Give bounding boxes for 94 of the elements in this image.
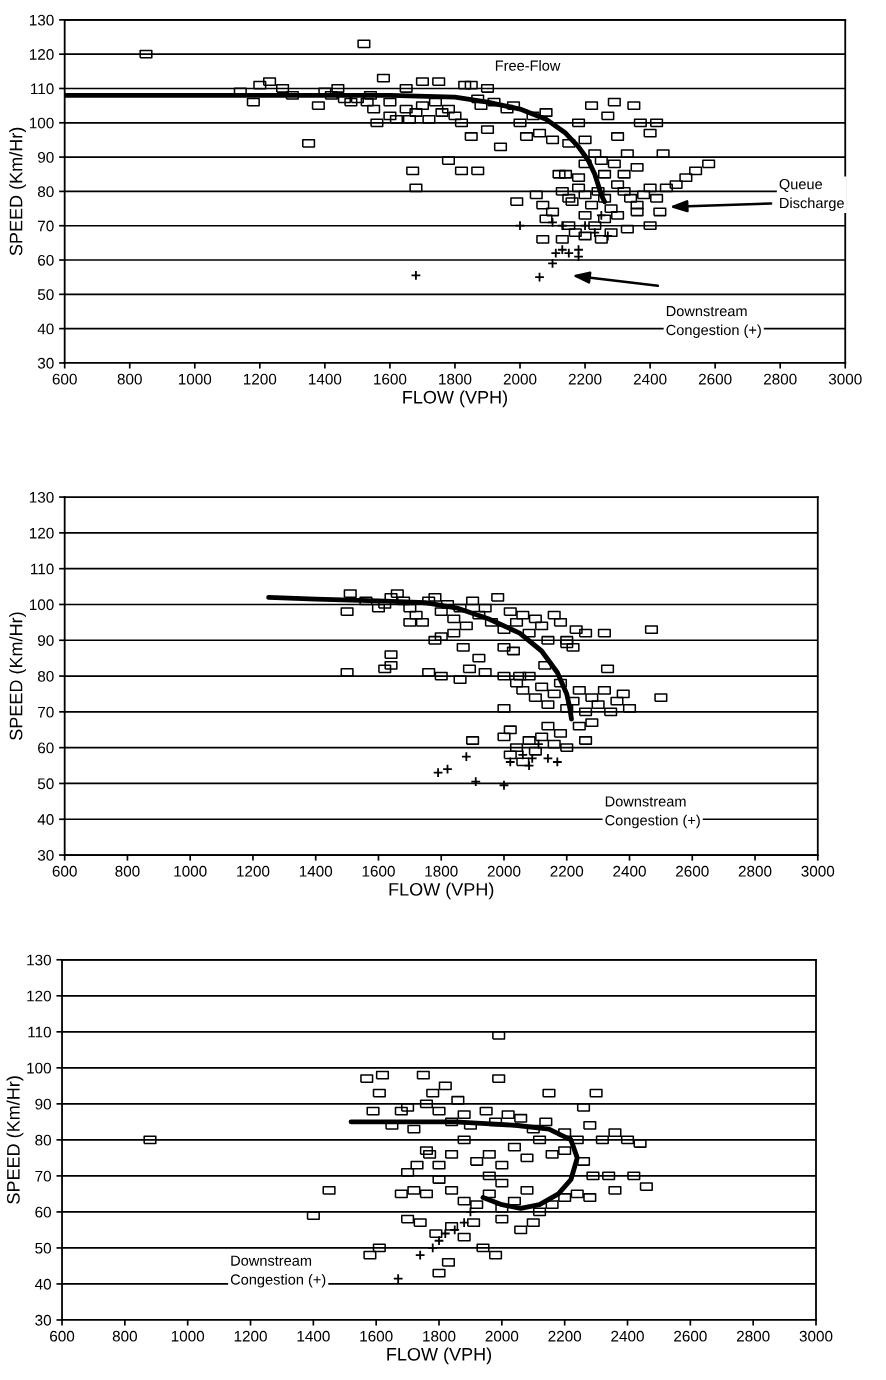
y-tick-label: 100 (29, 599, 54, 611)
point (517, 749, 529, 761)
y-tick-label: 90 (35, 1098, 52, 1110)
x-tick-label: 2600 (698, 373, 732, 385)
x-tick-label: 2800 (736, 1330, 770, 1342)
x-tick-label: 2600 (676, 865, 709, 877)
x-tick-label: 2000 (503, 373, 537, 385)
x-tick-label: 1400 (299, 865, 333, 877)
x-tick-label: 1200 (237, 865, 270, 877)
y-axis-title: SPEED (Km/Hr) (9, 612, 26, 740)
y-tick-label: 50 (37, 778, 54, 790)
x-tick-label: 3000 (801, 865, 835, 877)
y-tick-label: 40 (37, 323, 54, 335)
y-tick-label: 120 (29, 527, 54, 539)
x-tick-label: 800 (112, 1330, 137, 1342)
point (602, 230, 614, 242)
y-tick-label: 130 (29, 491, 54, 503)
y-tick-label: 60 (38, 254, 54, 266)
x-tick-label: 2200 (550, 865, 584, 877)
x-tick-label: 2000 (487, 865, 521, 877)
x-tick-label: 2400 (613, 865, 646, 877)
y-tick-label: 60 (35, 1206, 52, 1218)
point (504, 756, 516, 768)
x-tick-label: 3000 (828, 373, 862, 385)
y-tick-label: 50 (37, 289, 54, 301)
x-tick-label: 2200 (568, 373, 602, 385)
x-tick-label: 800 (117, 373, 142, 385)
x-tick-label: 1600 (360, 1330, 393, 1342)
point (414, 1249, 426, 1261)
annotation: Downstream Congestion (+) (230, 1255, 326, 1288)
x-tick-label: 1400 (297, 1330, 330, 1342)
y-tick-label: 50 (35, 1242, 52, 1254)
x-tick-label: 1800 (423, 1330, 456, 1342)
point (552, 756, 563, 768)
x-tick-label: 600 (50, 1330, 75, 1342)
x-tick-label: 1200 (243, 373, 277, 385)
x-tick-label: 1800 (439, 373, 472, 385)
point (470, 776, 482, 787)
y-tick-label: 120 (27, 990, 52, 1002)
x-axis-title: FLOW (VPH) (389, 882, 494, 900)
x-tick-label: 1600 (362, 865, 395, 877)
x-tick-label: 1000 (174, 865, 207, 877)
point (461, 751, 472, 762)
x-tick-label: 2400 (633, 373, 667, 385)
x-tick-label: 600 (52, 865, 77, 877)
annotation: Queue Discharge (779, 178, 844, 212)
x-tick-label: 2800 (738, 865, 772, 877)
annotation: Downstream Congestion (+) (666, 306, 761, 339)
y-tick-label: 90 (37, 635, 54, 646)
x-tick-label: 2200 (548, 1330, 582, 1342)
annotation: Free-Flow (495, 60, 561, 71)
x-axis-title: FLOW (VPH) (387, 1347, 492, 1365)
x-axis-title: FLOW (VPH) (403, 390, 507, 408)
y-tick-label: 90 (37, 151, 54, 163)
point (563, 247, 575, 259)
y-tick-label: 70 (38, 706, 54, 718)
y-axis-title: SPEED (Km/Hr) (6, 1076, 24, 1204)
y-tick-label: 100 (29, 117, 54, 129)
x-tick-label: 600 (52, 373, 77, 385)
x-tick-label: 1600 (374, 373, 407, 385)
x-tick-label: 1000 (178, 373, 212, 385)
y-tick-label: 80 (37, 670, 54, 682)
y-axis-title: SPEED (Km/Hr) (9, 127, 26, 256)
x-tick-label: 800 (115, 865, 140, 877)
y-tick-label: 100 (27, 1062, 52, 1074)
y-tick-label: 130 (27, 954, 52, 966)
y-tick-label: 70 (38, 220, 54, 232)
y-tick-label: 80 (37, 186, 54, 198)
y-tick-label: 80 (35, 1134, 52, 1146)
point (449, 1224, 461, 1236)
x-tick-label: 1400 (309, 373, 342, 385)
x-tick-label: 2000 (485, 1330, 519, 1342)
x-tick-label: 2800 (763, 373, 797, 385)
y-tick-label: 40 (34, 1278, 52, 1290)
y-tick-label: 130 (29, 14, 54, 26)
x-tick-label: 1800 (425, 865, 458, 877)
point (498, 779, 510, 791)
y-tick-label: 110 (28, 1026, 52, 1038)
y-tick-label: 30 (37, 849, 54, 861)
x-tick-label: 1000 (171, 1330, 205, 1342)
y-tick-label: 60 (38, 742, 54, 754)
y-tick-label: 30 (35, 1314, 52, 1326)
annotation: Downstream Congestion (+) (605, 796, 700, 829)
y-tick-label: 30 (37, 357, 54, 369)
x-tick-label: 2400 (611, 1330, 644, 1342)
y-tick-label: 110 (31, 563, 54, 575)
y-tick-label: 70 (35, 1170, 52, 1182)
y-tick-label: 40 (37, 814, 54, 825)
point (542, 753, 554, 764)
x-tick-label: 1200 (234, 1330, 267, 1342)
x-tick-label: 3000 (799, 1330, 833, 1342)
y-tick-label: 110 (31, 83, 54, 95)
y-tick-label: 120 (29, 49, 54, 60)
x-tick-label: 2600 (674, 1330, 707, 1342)
